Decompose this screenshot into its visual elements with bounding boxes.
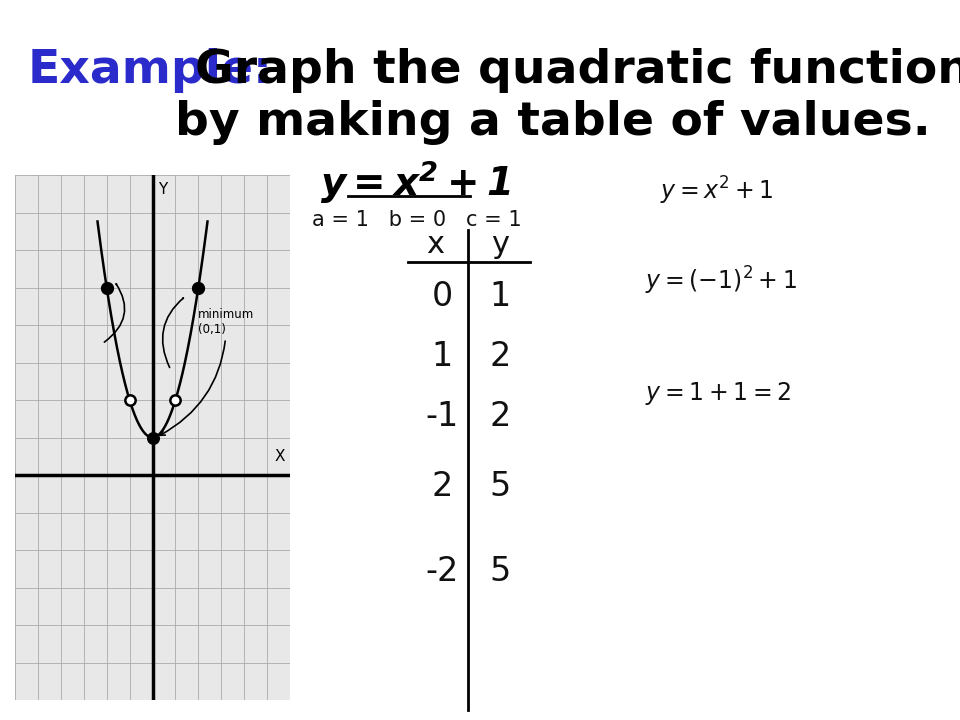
Text: Example:: Example: — [28, 48, 273, 93]
Text: a = 1   b = 0   c = 1: a = 1 b = 0 c = 1 — [312, 210, 521, 230]
Text: 0: 0 — [431, 280, 452, 313]
Text: -2: -2 — [425, 555, 459, 588]
Point — [168, 395, 183, 406]
FancyArrowPatch shape — [105, 284, 125, 342]
Text: 1: 1 — [431, 340, 452, 373]
Text: 2: 2 — [431, 470, 453, 503]
Text: X: X — [275, 449, 285, 464]
Point — [191, 282, 206, 293]
Text: Y: Y — [158, 182, 167, 197]
Text: $y = 1 + 1 = 2$: $y = 1 + 1 = 2$ — [645, 380, 791, 407]
Text: -1: -1 — [425, 400, 459, 433]
Text: $y = (-1)^2 + 1$: $y = (-1)^2 + 1$ — [645, 265, 797, 297]
Text: $\bfit{y} = \bfit{x}^{\bfit{2}} + \bfit{1}$: $\bfit{y} = \bfit{x}^{\bfit{2}} + \bfit{… — [320, 158, 511, 206]
Text: 5: 5 — [490, 555, 511, 588]
Text: 2: 2 — [490, 400, 511, 433]
Text: 2: 2 — [490, 340, 511, 373]
FancyArrowPatch shape — [162, 298, 183, 367]
Point — [122, 395, 137, 406]
Text: 1: 1 — [490, 280, 511, 313]
Text: x: x — [426, 230, 444, 259]
Point — [99, 282, 114, 293]
Text: minimum
(0,1): minimum (0,1) — [160, 307, 254, 436]
Text: y: y — [491, 230, 509, 259]
Text: $y = x^2 + 1$: $y = x^2 + 1$ — [660, 175, 774, 207]
Text: by making a table of values.: by making a table of values. — [175, 100, 931, 145]
Text: 5: 5 — [490, 470, 511, 503]
Text: Graph the quadratic function: Graph the quadratic function — [195, 48, 960, 93]
Point — [145, 432, 160, 444]
